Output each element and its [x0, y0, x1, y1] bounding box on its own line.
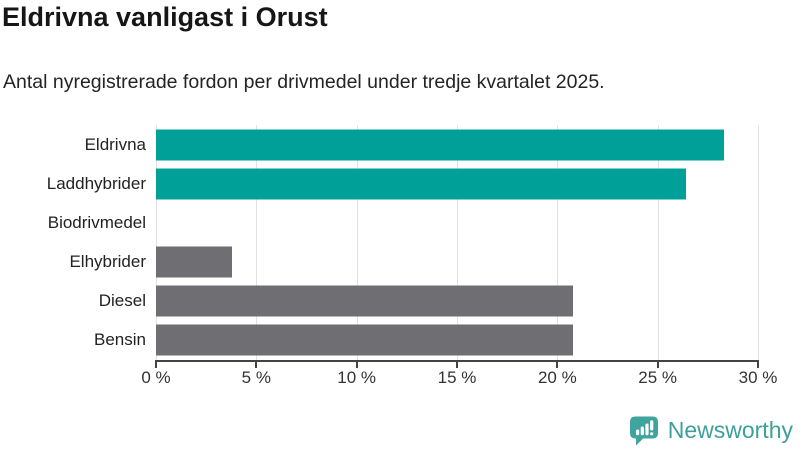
bar-track — [156, 321, 758, 360]
bar-track — [156, 243, 758, 282]
bar-rows: Eldrivna Laddhybrider Biodrivmedel Elhybrid… — [0, 125, 758, 360]
category-label: Eldrivna — [84, 134, 146, 154]
x-axis-tick — [757, 362, 759, 368]
bar-track — [156, 203, 758, 242]
x-axis-tick — [355, 362, 358, 368]
chart-subtitle: Antal nyregistrerade fordon per drivmede… — [3, 71, 605, 93]
category-label: Laddhybrider — [46, 173, 146, 193]
x-axis-tick — [556, 362, 559, 368]
bar-track — [156, 125, 758, 164]
chart-title: Eldrivna vanligast i Orust — [2, 2, 328, 32]
bar-chart: Eldrivna Laddhybrider Biodrivmedel Elhybrid… — [0, 125, 777, 390]
gridline — [457, 125, 458, 360]
gridline — [657, 125, 659, 360]
gridlines — [156, 125, 759, 360]
x-axis-tick — [255, 362, 258, 368]
bar-row: Bensin — [0, 321, 758, 360]
bar-laddhybrider — [156, 168, 686, 200]
category-label: Diesel — [98, 291, 146, 311]
newsworthy-logo-text: Newsworthy — [667, 417, 793, 443]
bar-row: Diesel — [0, 282, 758, 321]
x-axis-tick — [456, 362, 458, 368]
gridline — [156, 125, 157, 360]
bar-diesel — [156, 285, 574, 317]
x-axis-tick-label: 5 % — [241, 368, 271, 387]
bar-eldrivna — [156, 129, 724, 161]
bar-elhybrider — [156, 246, 233, 278]
bar-row: Laddhybrider — [0, 164, 758, 203]
newsworthy-logo-icon — [629, 416, 658, 446]
gridline — [758, 125, 759, 360]
x-axis-tick-label: 30 % — [738, 368, 778, 387]
gridline — [256, 125, 258, 360]
x-axis-tick-label: 20 % — [537, 368, 577, 387]
bar-track — [156, 282, 758, 321]
category-label: Biodrivmedel — [47, 212, 146, 232]
bar-bensin — [156, 324, 574, 356]
x-axis-tick-label: 10 % — [337, 368, 377, 387]
gridline — [356, 125, 358, 360]
bar-row: Elhybrider — [0, 243, 758, 282]
bar-row: Eldrivna — [0, 125, 758, 164]
gridline — [557, 125, 559, 360]
bar-row: Biodrivmedel — [0, 203, 758, 242]
category-label: Elhybrider — [69, 252, 146, 272]
newsworthy-logo: Newsworthy — [628, 414, 793, 447]
category-label: Bensin — [94, 330, 146, 350]
x-axis-line — [155, 360, 759, 362]
x-axis-tick-label: 15 % — [437, 368, 477, 387]
bar-track — [156, 164, 758, 203]
x-axis-tick — [656, 362, 659, 368]
x-axis-tick-label: 25 % — [638, 368, 678, 387]
x-axis-tick-label: 0 % — [141, 368, 171, 387]
x-axis-tick — [155, 362, 157, 368]
